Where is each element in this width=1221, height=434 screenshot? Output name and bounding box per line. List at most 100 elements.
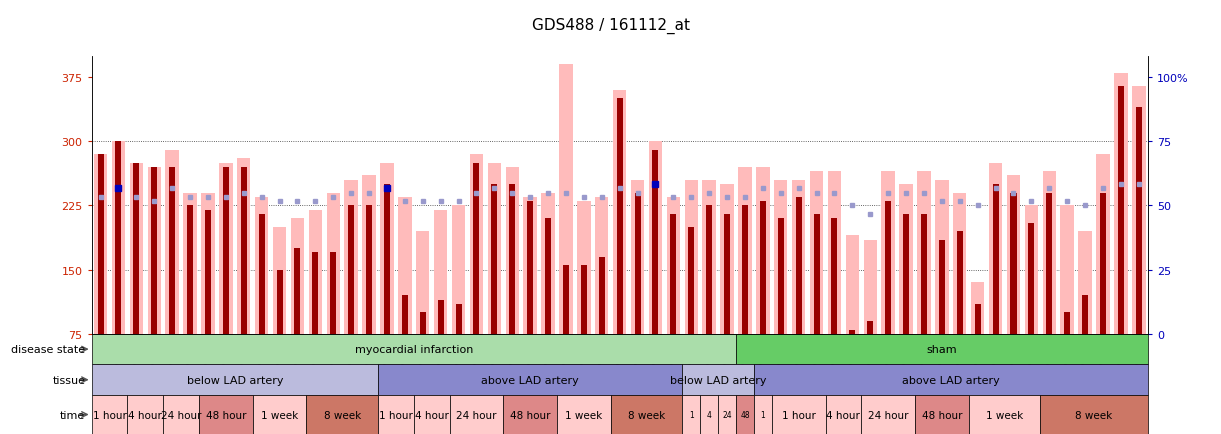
Text: sham: sham — [927, 344, 957, 354]
Bar — [1028, 223, 1034, 334]
Bar — [148, 168, 161, 334]
Bar — [437, 300, 443, 334]
Bar — [736, 334, 1148, 365]
Bar — [205, 210, 211, 334]
Text: below LAD artery: below LAD artery — [670, 375, 767, 385]
Bar — [792, 180, 806, 334]
Text: 1 week: 1 week — [565, 410, 602, 420]
Bar — [313, 253, 319, 334]
Bar — [989, 163, 1002, 334]
Bar — [706, 206, 712, 334]
Bar — [1078, 232, 1092, 334]
Bar — [652, 151, 658, 334]
Bar — [1082, 296, 1088, 334]
Text: 24: 24 — [723, 410, 731, 419]
Text: 24 hour: 24 hour — [457, 410, 497, 420]
Bar — [344, 180, 358, 334]
Bar — [1024, 206, 1038, 334]
Text: 1 week: 1 week — [985, 410, 1023, 420]
Bar — [863, 240, 877, 334]
Bar — [151, 168, 158, 334]
Bar — [222, 168, 228, 334]
Bar — [1132, 86, 1145, 334]
Bar — [187, 206, 193, 334]
Bar — [882, 172, 895, 334]
Bar — [718, 395, 736, 434]
Bar — [720, 184, 734, 334]
Bar — [452, 206, 465, 334]
Bar — [702, 180, 716, 334]
Bar — [98, 155, 104, 334]
Bar — [255, 197, 269, 334]
Bar — [259, 214, 265, 334]
Bar — [774, 180, 788, 334]
Bar — [219, 163, 232, 334]
Bar — [170, 168, 175, 334]
Bar — [545, 219, 551, 334]
Bar — [598, 257, 604, 334]
Bar — [379, 395, 414, 434]
Bar — [398, 197, 411, 334]
Bar — [689, 227, 695, 334]
Bar — [613, 91, 626, 334]
Bar — [272, 227, 286, 334]
Bar — [1115, 73, 1128, 334]
Bar — [505, 168, 519, 334]
Bar — [832, 219, 838, 334]
Bar — [291, 219, 304, 334]
Bar — [379, 365, 683, 395]
Bar — [850, 330, 856, 334]
Bar — [348, 206, 354, 334]
Bar — [563, 266, 569, 334]
Bar — [330, 253, 336, 334]
Bar — [1136, 108, 1142, 334]
Bar — [491, 184, 497, 334]
Bar — [993, 184, 999, 334]
Bar — [1011, 193, 1017, 334]
Bar — [778, 219, 784, 334]
Bar — [753, 395, 772, 434]
Bar — [578, 202, 591, 334]
Bar — [92, 395, 127, 434]
Bar — [276, 270, 282, 334]
Bar — [867, 321, 873, 334]
Bar — [685, 180, 698, 334]
Bar — [306, 395, 379, 434]
Bar — [1061, 206, 1074, 334]
Bar — [828, 172, 841, 334]
Bar — [241, 168, 247, 334]
Bar — [957, 232, 963, 334]
Bar — [915, 395, 968, 434]
Bar — [449, 395, 503, 434]
Bar — [753, 365, 1148, 395]
Bar — [724, 214, 730, 334]
Bar — [742, 206, 748, 334]
Bar — [165, 151, 178, 334]
Bar — [971, 283, 984, 334]
Bar — [954, 193, 967, 334]
Bar — [294, 249, 300, 334]
Bar — [900, 184, 913, 334]
Text: above LAD artery: above LAD artery — [481, 375, 579, 385]
Bar — [133, 163, 139, 334]
Bar — [509, 184, 515, 334]
Bar — [635, 193, 641, 334]
Bar — [670, 214, 676, 334]
Bar — [474, 163, 480, 334]
Text: 48: 48 — [740, 410, 750, 419]
Bar — [756, 168, 769, 334]
Bar — [581, 266, 587, 334]
Text: 1 week: 1 week — [261, 410, 298, 420]
Bar — [383, 184, 389, 334]
Bar — [92, 334, 736, 365]
Bar — [253, 395, 306, 434]
Bar — [527, 202, 534, 334]
Bar — [736, 395, 753, 434]
Bar — [759, 202, 766, 334]
Bar — [1118, 86, 1123, 334]
Text: 48 hour: 48 hour — [205, 410, 247, 420]
Text: tissue: tissue — [53, 375, 85, 385]
Text: 8 week: 8 week — [628, 410, 665, 420]
Bar — [1100, 193, 1106, 334]
Bar — [813, 214, 819, 334]
